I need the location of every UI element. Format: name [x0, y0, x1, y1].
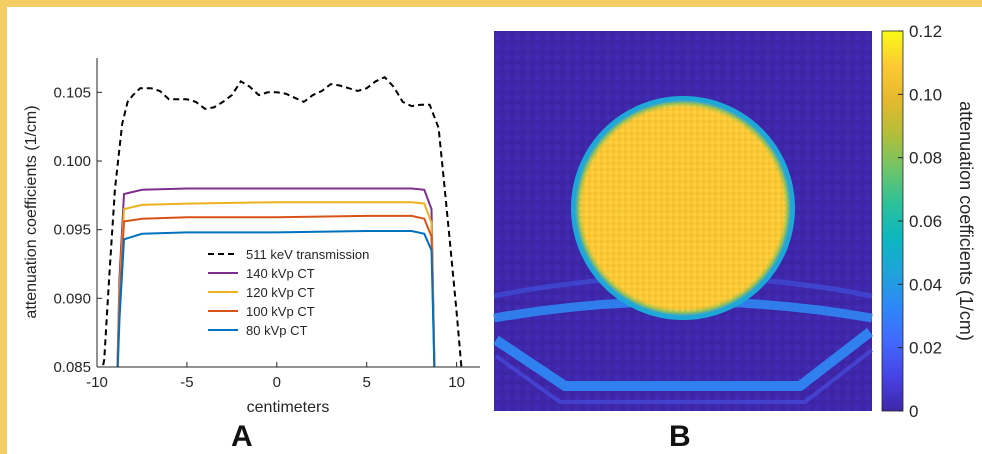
x-tick-label: 10 [448, 374, 465, 391]
page-border-left [0, 0, 7, 454]
series-line-100-kvp-ct [116, 214, 436, 367]
colorbar-tick-label: 0.06 [909, 212, 942, 231]
x-tick-label: 5 [363, 374, 371, 391]
y-tick-label: 0.100 [53, 153, 91, 170]
y-axis-label: attenuation coefficients (1/cm) [23, 105, 40, 318]
colorbar-tick-label: 0 [909, 402, 918, 421]
colorbar-tick-label: 0.04 [909, 275, 942, 294]
series-line-80-kvp-ct [116, 230, 436, 367]
x-tick-label: -5 [180, 374, 193, 391]
legend-label: 120 kVp CT [246, 285, 315, 300]
colorbar-tick-label: 0.08 [909, 149, 942, 168]
y-tick-label: 0.090 [53, 290, 91, 307]
line-chart: -10 -5 0 5 10 0.085 0.090 0.095 0.100 0.105 cent… [23, 58, 480, 416]
colorbar-tick-label: 0.10 [909, 85, 942, 104]
x-tick-label: -10 [86, 374, 108, 391]
colorbar-tick-label: 0.02 [909, 339, 942, 358]
series-line-511-kev-transmission [101, 75, 463, 367]
x-tick-label: 0 [273, 374, 281, 391]
legend: 511 keV transmission 140 kVp CT 120 kVp CT… [208, 247, 369, 338]
legend-label: 100 kVp CT [246, 304, 315, 319]
y-tick-label: 0.105 [53, 84, 91, 101]
panel-label-a: A [231, 420, 253, 453]
legend-label: 511 keV transmission [246, 247, 369, 262]
plot-area [97, 58, 480, 367]
y-tick-label: 0.085 [53, 359, 91, 376]
colorbar-tick-label: 0.12 [909, 22, 942, 41]
panel-label-b: B [669, 420, 691, 453]
attenuation-map: 0 0.02 0.04 0.06 0.08 0.10 0.12 attenuation co… [493, 22, 976, 421]
colorbar-label: attenuation coefficients (1/cm) [956, 101, 976, 341]
x-axis-label: centimeters [247, 399, 330, 416]
y-tick-label: 0.095 [53, 222, 91, 239]
legend-label: 140 kVp CT [246, 266, 315, 281]
phantom-disk-noise [579, 104, 787, 312]
legend-label: 80 kVp CT [246, 323, 307, 338]
page-border-top [0, 0, 982, 7]
